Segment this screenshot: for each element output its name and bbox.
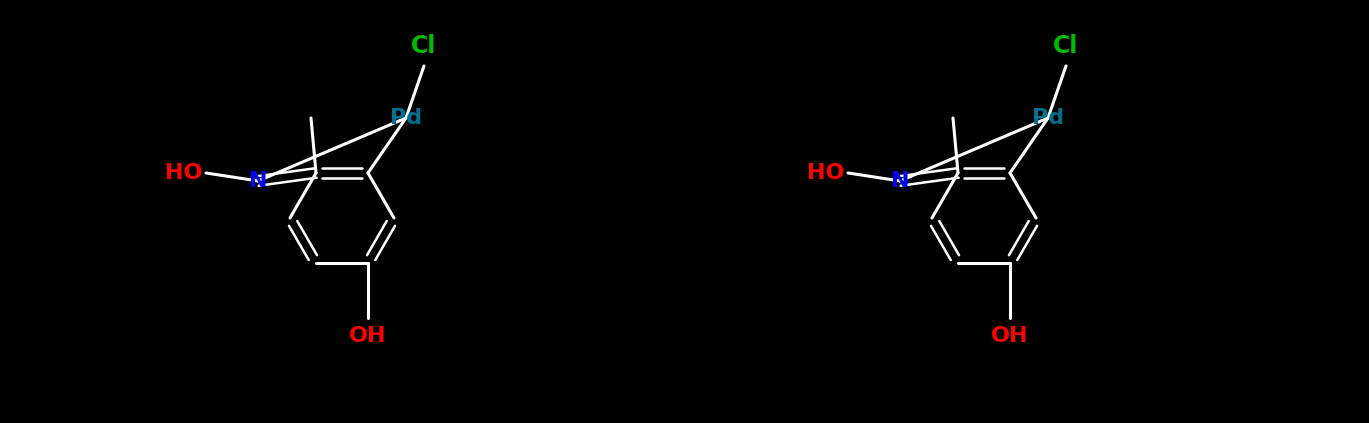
Text: OH: OH: [991, 326, 1028, 346]
Text: N: N: [891, 171, 909, 191]
Text: Pd: Pd: [1032, 108, 1064, 128]
Text: OH: OH: [349, 326, 387, 346]
Text: Cl: Cl: [411, 34, 437, 58]
Text: HO: HO: [806, 163, 845, 183]
Text: Pd: Pd: [390, 108, 422, 128]
Text: HO: HO: [164, 163, 203, 183]
Text: N: N: [249, 171, 267, 191]
Text: Cl: Cl: [1053, 34, 1079, 58]
